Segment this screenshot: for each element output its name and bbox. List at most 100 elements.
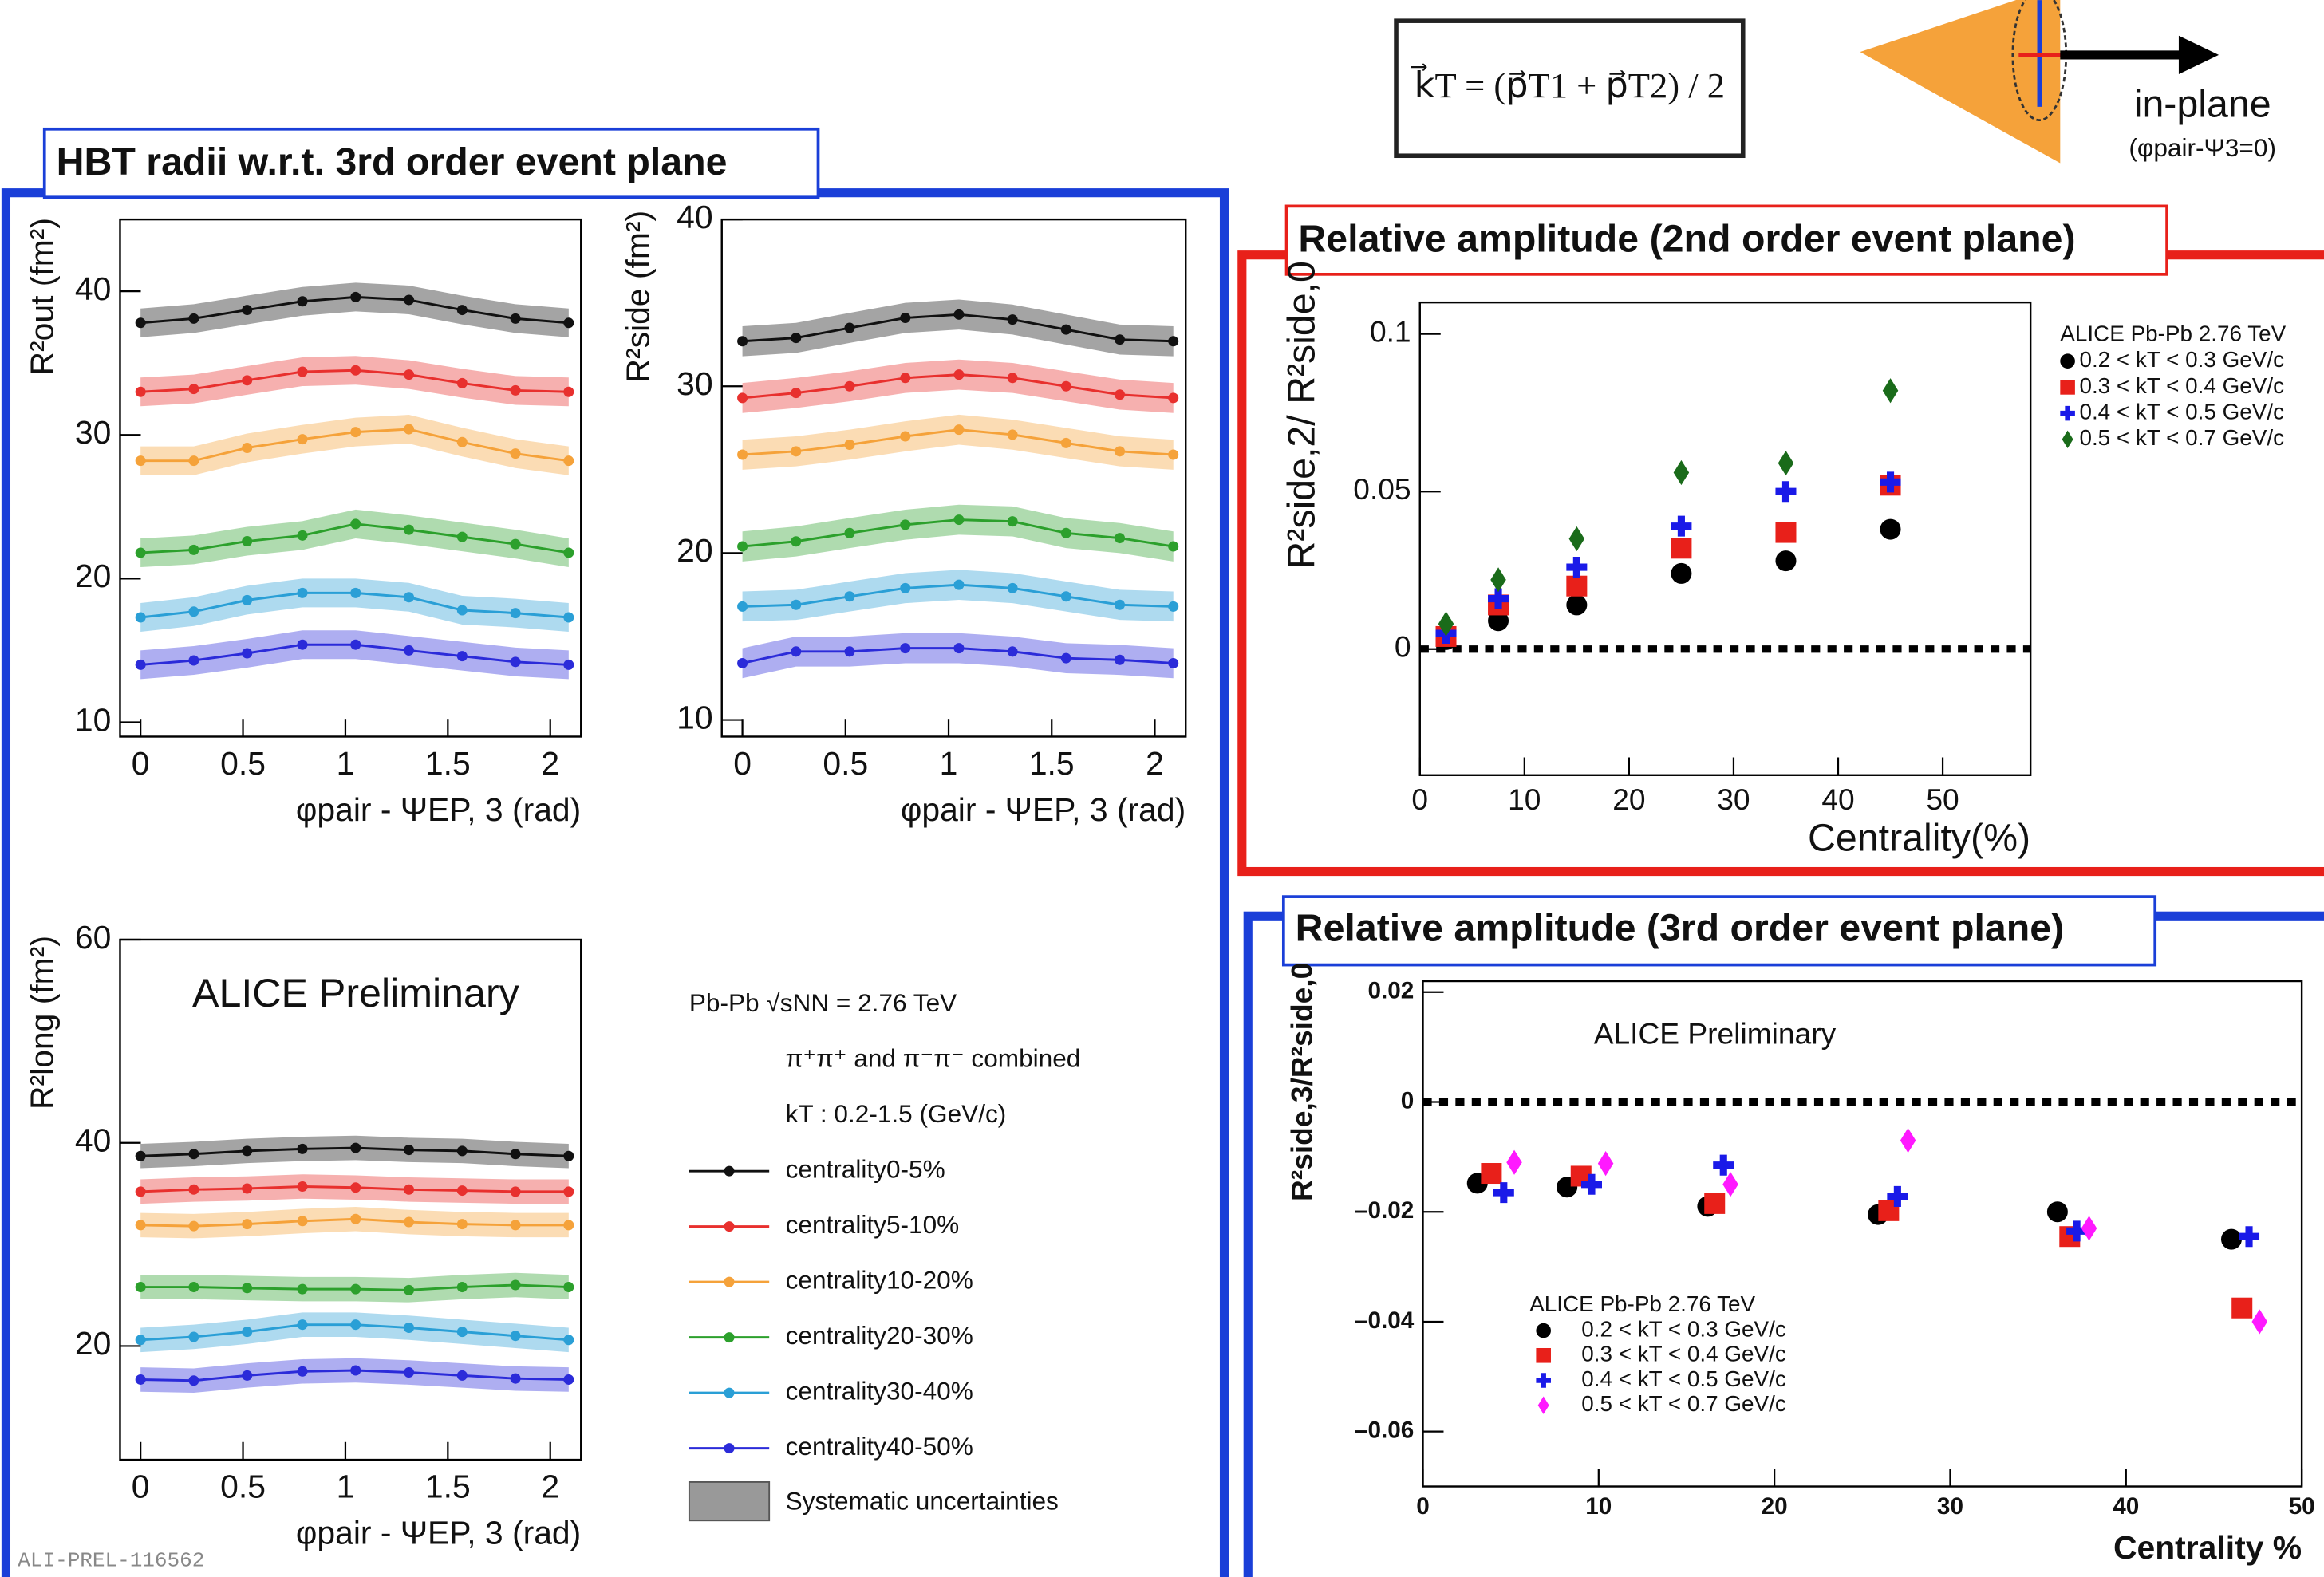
legend-label: 0.5 < kT < 0.7 GeV/c — [2079, 425, 2284, 450]
data-point — [242, 375, 253, 386]
legend-label: 0.4 < kT < 0.5 GeV/c — [1581, 1366, 1786, 1391]
data-point — [900, 519, 911, 530]
data-point — [1115, 334, 1126, 345]
data-point — [350, 518, 361, 530]
data-point — [456, 305, 468, 316]
data-point — [242, 442, 253, 453]
data-point — [900, 313, 911, 324]
data-point — [1115, 599, 1126, 610]
marker — [1481, 1163, 1502, 1185]
data-point — [844, 591, 855, 602]
data-point — [456, 531, 468, 542]
marker — [1671, 515, 1692, 537]
marker — [1775, 522, 1797, 543]
marker — [1536, 1323, 1551, 1338]
marker — [1778, 451, 1794, 476]
data-point — [297, 1366, 308, 1377]
marker — [1713, 1154, 1734, 1176]
data-point — [1115, 533, 1126, 544]
marker — [1887, 1185, 1908, 1207]
data-point — [350, 1365, 361, 1376]
marker — [2046, 1201, 2068, 1223]
marker — [1490, 567, 1506, 593]
x-tick-label: 40 — [1821, 783, 1854, 816]
y-axis-label: R²out (fm²) — [24, 218, 61, 375]
legend-title: Pb-Pb √sNN = 2.76 TeV — [689, 988, 957, 1017]
diagram-label: in-plane — [2134, 83, 2271, 126]
data-point — [1168, 601, 1179, 612]
data-point — [188, 1282, 199, 1293]
x-tick-label: 0.5 — [220, 745, 266, 782]
data-point — [350, 1319, 361, 1331]
legend-label: 0.5 < kT < 0.7 GeV/c — [1581, 1391, 1786, 1416]
x-tick-label: 30 — [1717, 783, 1750, 816]
y-axis-label: R²long (fm²) — [24, 936, 61, 1110]
y-tick-label: 0 — [1395, 630, 1411, 664]
data-point — [404, 1184, 415, 1195]
y-tick-label: 0.1 — [1370, 314, 1411, 348]
data-point — [297, 639, 308, 650]
x-tick-label: 1.5 — [425, 745, 471, 782]
data-point — [188, 1220, 199, 1232]
data-point — [563, 455, 574, 467]
title-box — [42, 127, 820, 199]
x-tick-label: 1.5 — [1029, 745, 1075, 782]
marker — [2251, 1309, 2268, 1335]
x-axis-label: Centrality(%) — [1808, 816, 2030, 859]
data-point — [404, 1216, 415, 1228]
x-tick-label: 1 — [337, 1469, 355, 1505]
data-point — [350, 427, 361, 438]
data-point — [297, 587, 308, 598]
y-tick-label: 10 — [677, 699, 712, 735]
x-tick-label: 0 — [132, 745, 150, 782]
marker — [1537, 1396, 1549, 1414]
systematic-band — [742, 504, 1174, 562]
data-point — [242, 648, 253, 659]
data-point — [791, 333, 802, 344]
data-point — [297, 366, 308, 377]
marker — [1704, 1193, 1726, 1214]
y-tick-label: 40 — [75, 270, 111, 307]
data-point — [350, 587, 361, 598]
data-point — [404, 1284, 415, 1295]
data-point — [563, 1220, 574, 1231]
data-point — [510, 1186, 521, 1197]
y-tick-label: 40 — [75, 1122, 111, 1159]
marker — [1722, 1172, 1738, 1197]
systematic-band — [140, 578, 569, 633]
data-point — [563, 612, 574, 623]
data-point — [350, 1182, 361, 1193]
legend-label: 0.2 < kT < 0.3 GeV/c — [2079, 347, 2284, 372]
systematic-band — [742, 570, 1174, 622]
data-point — [404, 645, 415, 656]
data-point — [404, 1367, 415, 1378]
data-point — [563, 1186, 574, 1197]
systematic-band — [140, 415, 569, 475]
data-point — [188, 1149, 199, 1160]
plot-frame — [1422, 980, 2303, 1488]
x-tick-label: 40 — [2113, 1493, 2139, 1520]
data-point — [563, 317, 574, 329]
data-point — [563, 1335, 574, 1346]
x-tick-label: 0 — [733, 745, 752, 782]
data-point — [135, 547, 146, 558]
data-point — [297, 1143, 308, 1154]
data-point — [953, 369, 965, 380]
data-point — [456, 436, 468, 447]
data-point — [791, 388, 802, 399]
data-point — [456, 1145, 468, 1157]
panel-title: Relative amplitude (3rd order event plan… — [1296, 907, 2065, 950]
data-point — [737, 601, 748, 612]
legend-label: centrality10-20% — [786, 1265, 973, 1294]
data-point — [404, 294, 415, 306]
systematic-band — [742, 414, 1174, 470]
marker — [1493, 1182, 1514, 1204]
x-tick-label: 20 — [1762, 1493, 1788, 1520]
data-point — [563, 547, 574, 558]
data-point — [188, 1331, 199, 1342]
formula: k⃗T = (p⃗T1 + p⃗T2) / 2 — [1411, 63, 1725, 105]
data-point — [563, 1150, 574, 1161]
annotation: ALICE Preliminary — [192, 971, 519, 1015]
x-tick-label: 10 — [1585, 1493, 1612, 1520]
data-point — [242, 1283, 253, 1294]
